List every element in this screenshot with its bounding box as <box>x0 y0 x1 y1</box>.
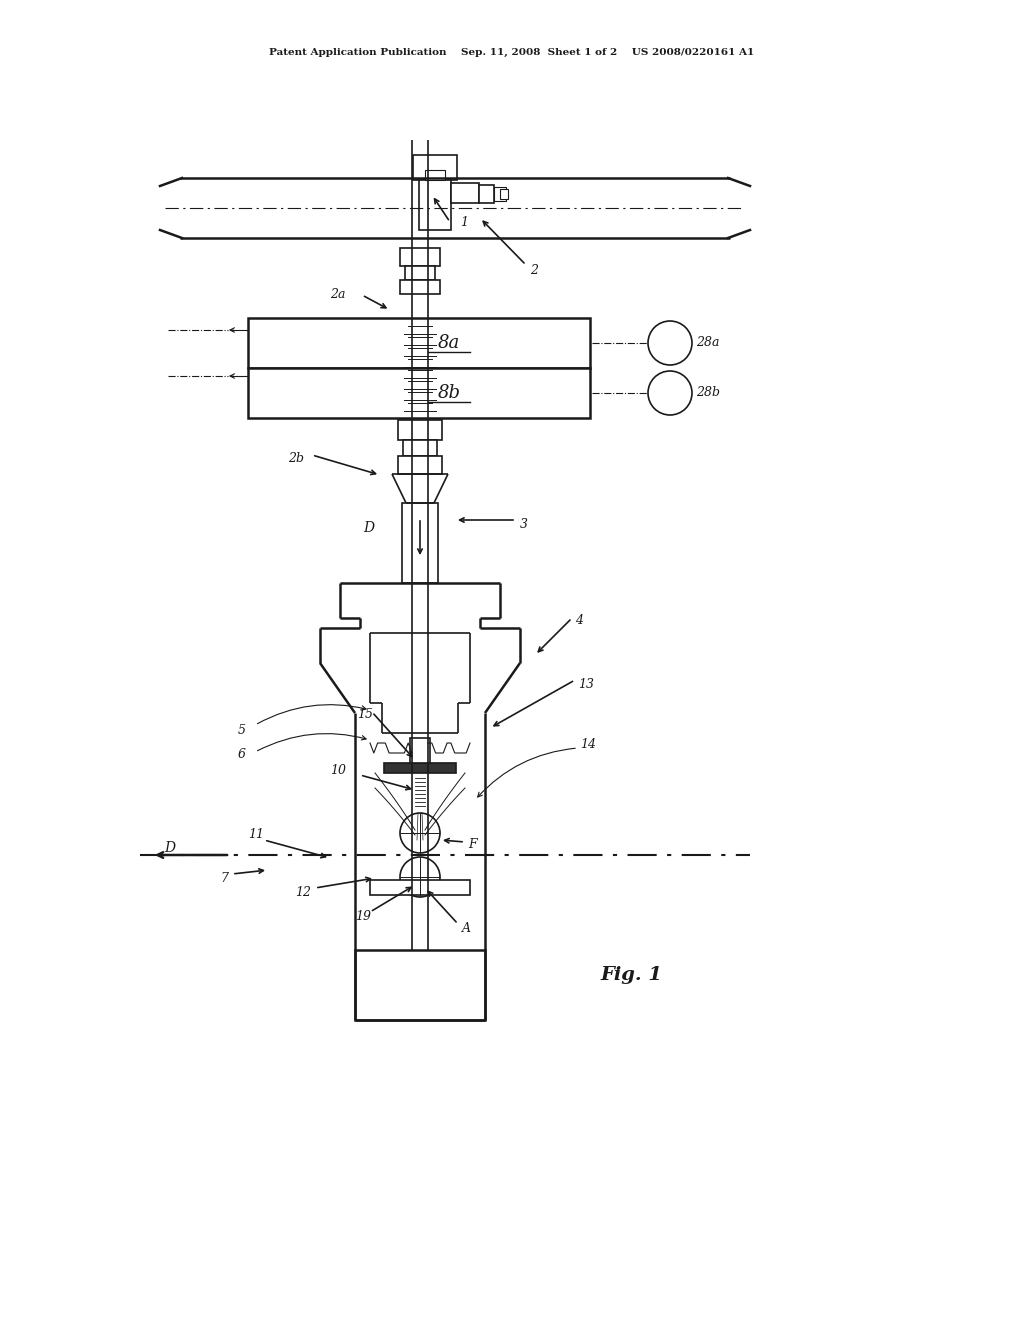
Text: F: F <box>468 838 476 851</box>
Bar <box>398 455 442 474</box>
Bar <box>419 180 451 230</box>
Bar <box>403 440 437 455</box>
Text: 11: 11 <box>248 829 264 842</box>
Bar <box>494 187 506 201</box>
Bar <box>370 880 470 895</box>
Text: 4: 4 <box>575 614 583 627</box>
Text: D: D <box>164 841 175 855</box>
Bar <box>402 503 438 583</box>
Bar <box>425 170 445 180</box>
Text: 13: 13 <box>578 678 594 692</box>
Text: 1: 1 <box>460 215 468 228</box>
Text: 2: 2 <box>530 264 538 276</box>
Text: 10: 10 <box>330 763 346 776</box>
Bar <box>384 763 456 774</box>
Text: 19: 19 <box>355 911 371 924</box>
Bar <box>400 280 440 294</box>
Bar <box>248 318 590 368</box>
Text: 3: 3 <box>520 519 528 532</box>
Text: 5: 5 <box>238 723 246 737</box>
Bar <box>451 183 479 203</box>
Bar <box>398 420 442 440</box>
Bar <box>410 738 430 763</box>
Text: 8b: 8b <box>438 384 461 403</box>
Bar <box>248 368 590 418</box>
Bar <box>406 267 435 280</box>
Text: 7: 7 <box>220 871 228 884</box>
Polygon shape <box>392 474 406 503</box>
Text: 8a: 8a <box>438 334 460 352</box>
Text: 14: 14 <box>580 738 596 751</box>
Text: Fig. 1: Fig. 1 <box>600 966 662 983</box>
Bar <box>400 248 440 267</box>
Text: A: A <box>462 921 471 935</box>
Text: 2a: 2a <box>330 289 345 301</box>
Text: 15: 15 <box>357 709 373 722</box>
Text: Patent Application Publication    Sep. 11, 2008  Sheet 1 of 2    US 2008/0220161: Patent Application Publication Sep. 11, … <box>269 48 755 57</box>
Text: 2b: 2b <box>288 451 304 465</box>
Bar <box>479 185 494 203</box>
Bar <box>500 189 508 199</box>
Text: 12: 12 <box>295 887 311 899</box>
Text: 28b: 28b <box>696 387 720 400</box>
Text: 28a: 28a <box>696 337 720 350</box>
Bar <box>413 154 457 180</box>
Text: D: D <box>362 521 374 535</box>
Bar <box>355 950 485 1020</box>
Text: 6: 6 <box>238 748 246 762</box>
